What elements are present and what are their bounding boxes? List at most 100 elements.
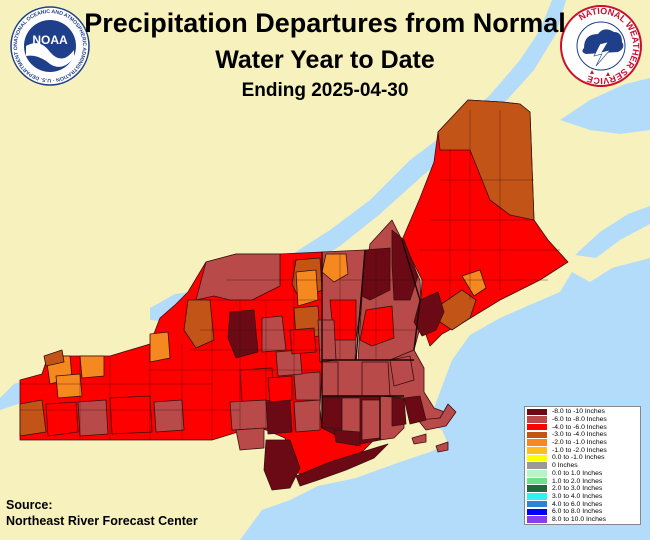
region-chemung — [153, 399, 185, 433]
legend-label: 3.0 to 4.0 Inches — [552, 492, 603, 500]
county-grid — [20, 110, 560, 440]
legend-label: 4.0 to 6.0 Inches — [552, 500, 603, 508]
region-herkimer — [261, 315, 287, 353]
region-plymouth — [403, 395, 427, 425]
legend-label: -4.0 to -6.0 Inches — [552, 423, 607, 431]
legend-item: -4.0 to -6.0 Inches — [527, 423, 638, 431]
map-subtitle: Water Year to Date — [215, 46, 435, 74]
region-niagara — [43, 349, 65, 367]
legend-swatch — [527, 485, 547, 492]
legend-swatch — [527, 431, 547, 439]
region-middlesex — [389, 355, 415, 387]
region-ulster — [265, 399, 293, 435]
map-date: Ending 2025-04-30 — [241, 80, 409, 101]
region-berkshire — [321, 361, 339, 397]
legend-label: -8.0 to -10 Inches — [552, 408, 605, 416]
legend-item: -2.0 to -1.0 Inches — [527, 439, 638, 447]
legend-label: -2.0 to -1.0 Inches — [552, 439, 607, 447]
noaa-logo-text: NOAA — [32, 33, 68, 47]
legend-swatch — [527, 470, 547, 477]
source-org: Northeast River Forecast Center — [6, 514, 198, 528]
legend-label: -6.0 to -8.0 Inches — [552, 416, 607, 424]
legend-swatch — [527, 516, 547, 523]
region-long-island — [295, 443, 389, 487]
legend-label: 2.0 to 3.0 Inches — [552, 485, 603, 493]
legend-swatch — [527, 416, 547, 423]
legend-swatch — [527, 408, 547, 416]
region-columbia — [293, 371, 321, 401]
region-hartford — [341, 397, 361, 433]
region-dutchess — [293, 399, 321, 433]
region-washington — [317, 319, 337, 363]
legend: -8.0 to -10 Inches -6.0 to -8.0 Inches -4.… — [524, 406, 641, 526]
region-nh-north — [391, 229, 419, 301]
region-greene — [267, 375, 293, 403]
legend-item: -8.0 to -10 Inches — [527, 408, 638, 416]
region-maine-coast — [439, 289, 477, 331]
region-polygons — [19, 99, 569, 491]
legend-swatch — [527, 447, 547, 454]
legend-item: -3.0 to -4.0 Inches — [527, 431, 638, 439]
legend-swatch — [527, 454, 547, 462]
legend-label: 0 Inches — [552, 462, 578, 470]
legend-swatch — [527, 462, 547, 469]
region-nh-central — [359, 305, 395, 347]
region-wyoming — [55, 373, 83, 399]
region-cape-cod — [417, 403, 457, 431]
legend-label: 0.0 to 1.0 Inches — [552, 469, 603, 477]
legend-label: 6.0 to 8.0 Inches — [552, 508, 603, 516]
region-bristol — [391, 397, 407, 427]
region-saratoga — [289, 327, 317, 355]
region-genesee — [79, 355, 105, 379]
region-new-london — [361, 399, 381, 441]
region-nyc — [263, 439, 301, 491]
state-boundaries — [321, 239, 421, 440]
legend-swatch — [527, 439, 547, 446]
source-credit: Source: Northeast River Forecast Center — [6, 497, 198, 529]
region-oswego — [149, 331, 171, 363]
legend-label: 0.0 to -1.0 Inches — [552, 454, 605, 462]
region-new-haven — [333, 429, 361, 447]
legend-item: 0.0 to 1.0 Inches — [527, 470, 638, 478]
region-islands — [411, 433, 449, 453]
legend-label: -3.0 to -4.0 Inches — [552, 431, 607, 439]
legend-swatch — [527, 477, 547, 485]
region-allegany — [77, 399, 109, 437]
legend-swatch — [527, 500, 547, 508]
legend-label: 1.0 to 2.0 Inches — [552, 477, 603, 485]
legend-item: 8.0 to 10.0 Inches — [527, 516, 638, 524]
region-lewis — [227, 309, 259, 359]
legend-item: 6.0 to 8.0 Inches — [527, 508, 638, 516]
region-chautauqua — [19, 399, 47, 437]
legend-item: 0.0 to -1.0 Inches — [527, 454, 638, 462]
legend-label: 8.0 to 10.0 Inches — [552, 515, 607, 523]
nws-logo: NATIONAL WEATHER SERVICE — [560, 5, 642, 87]
region-delaware — [229, 399, 269, 431]
region-litchfield — [321, 397, 343, 429]
region-essex — [295, 269, 319, 307]
region-sullivan — [235, 427, 265, 451]
gulf-of-st-lawrence — [560, 78, 650, 134]
region-steuben — [109, 395, 153, 435]
legend-item: 3.0 to 4.0 Inches — [527, 493, 638, 501]
region-albany — [275, 349, 303, 377]
legend-swatch — [527, 493, 547, 500]
legend-item: 2.0 to 3.0 Inches — [527, 485, 638, 493]
legend-label: -1.0 to -2.0 Inches — [552, 446, 607, 454]
legend-swatch — [527, 423, 547, 431]
region-cattaraugus — [45, 401, 79, 437]
legend-item: -6.0 to -8.0 Inches — [527, 416, 638, 424]
source-label: Source: — [6, 498, 53, 512]
legend-item: 4.0 to 6.0 Inches — [527, 500, 638, 508]
legend-item: -1.0 to -2.0 Inches — [527, 446, 638, 454]
legend-item: 0 Inches — [527, 462, 638, 470]
legend-item: 1.0 to 2.0 Inches — [527, 477, 638, 485]
noaa-logo: NATIONAL OCEANIC AND ATMOSPHERIC ADMINIS… — [10, 6, 90, 86]
legend-swatch — [527, 508, 547, 516]
region-worcester — [361, 361, 391, 397]
bay-of-fundy — [575, 206, 650, 258]
region-maine-south — [413, 291, 445, 337]
map-title: Precipitation Departures from Normal — [84, 8, 566, 38]
